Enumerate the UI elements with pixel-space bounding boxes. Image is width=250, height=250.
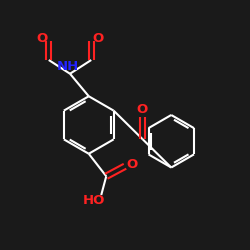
Text: O: O (126, 158, 138, 171)
Text: O: O (137, 103, 148, 116)
Text: O: O (92, 32, 104, 45)
Text: NH: NH (57, 60, 79, 73)
Text: O: O (36, 32, 47, 45)
Text: HO: HO (83, 194, 106, 207)
